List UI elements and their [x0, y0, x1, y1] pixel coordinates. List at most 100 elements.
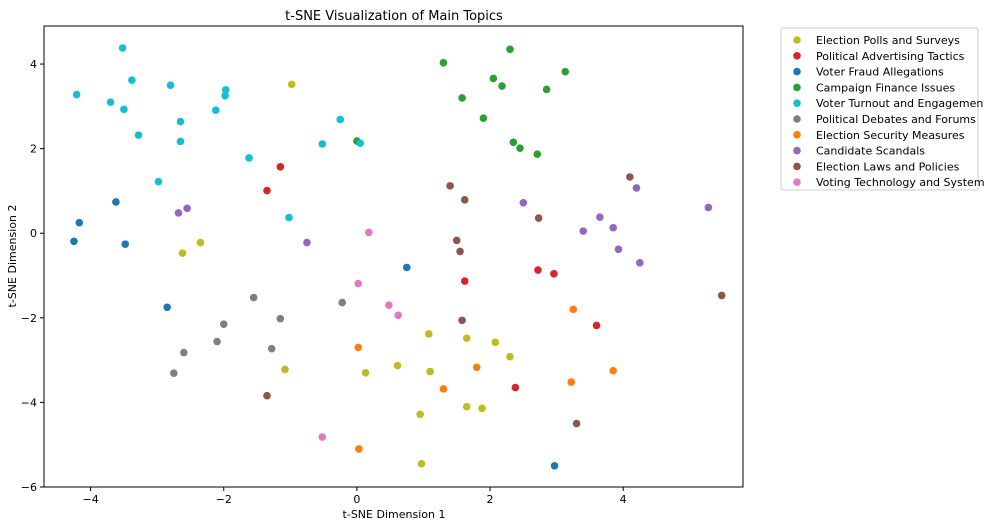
data-point: [506, 45, 514, 54]
legend-marker: [793, 146, 801, 155]
data-points: [70, 44, 726, 470]
data-point: [303, 238, 311, 247]
data-point: [572, 419, 581, 428]
data-point: [356, 139, 365, 147]
data-point: [118, 44, 127, 52]
plot-area: [43, 25, 744, 488]
data-point: [489, 74, 498, 83]
data-point: [632, 184, 641, 192]
data-point: [636, 259, 644, 267]
series-points: [72, 44, 365, 222]
data-point: [276, 314, 285, 323]
legend-label: Political Debates and Forums: [816, 113, 976, 126]
data-point: [176, 117, 185, 126]
data-point: [417, 459, 426, 468]
data-point: [393, 361, 402, 370]
data-point: [178, 249, 187, 257]
series-points: [263, 173, 726, 428]
data-point: [121, 240, 130, 249]
data-point: [338, 298, 347, 307]
y-tick-label: 0: [30, 227, 37, 240]
data-point: [717, 291, 726, 300]
legend-marker: [793, 52, 801, 60]
data-point: [174, 209, 183, 217]
data-point: [75, 218, 84, 227]
data-point: [128, 76, 136, 84]
data-point: [460, 277, 469, 285]
data-point: [354, 279, 363, 288]
data-point: [439, 58, 448, 67]
data-point: [456, 247, 464, 256]
data-point: [213, 337, 221, 346]
y-tick-label: −2: [21, 312, 37, 325]
legend-marker: [793, 99, 801, 107]
legend-marker: [793, 115, 801, 123]
legend-label: Candidate Scandals: [816, 145, 925, 158]
data-point: [569, 305, 578, 314]
data-point: [592, 321, 601, 330]
data-point: [394, 311, 402, 320]
y-axis-label: t-SNE Dimension 2: [6, 205, 19, 308]
data-point: [221, 86, 230, 94]
data-point: [72, 90, 81, 99]
data-point: [361, 369, 370, 377]
data-point: [249, 293, 258, 302]
legend-marker: [793, 178, 801, 186]
y-tick-label: −6: [21, 481, 37, 494]
data-point: [424, 330, 433, 338]
data-point: [287, 80, 296, 89]
data-point: [462, 402, 471, 411]
data-point: [596, 213, 604, 221]
y-tick-label: −4: [21, 396, 37, 409]
data-point: [533, 150, 542, 158]
x-tick-label: 4: [620, 493, 627, 506]
x-tick-label: 2: [487, 493, 494, 506]
legend-box: [780, 27, 979, 191]
data-point: [458, 316, 466, 325]
data-point: [318, 433, 327, 441]
legend-marker: [793, 162, 801, 171]
series-points: [70, 198, 559, 470]
series-points: [170, 293, 347, 378]
data-point: [561, 67, 570, 76]
data-point: [176, 137, 185, 146]
data-point: [154, 177, 163, 186]
data-point: [491, 338, 500, 347]
series-points: [178, 80, 514, 468]
data-point: [221, 91, 229, 100]
data-point: [498, 82, 506, 90]
y-tick-label: 2: [30, 143, 37, 156]
data-point: [180, 348, 188, 357]
data-point: [196, 238, 205, 247]
data-point: [263, 391, 271, 400]
data-point: [285, 213, 293, 222]
data-point: [134, 131, 143, 139]
chart-title: t-SNE Visualization of Main Topics: [285, 9, 503, 24]
data-point: [183, 204, 191, 213]
data-point: [385, 301, 393, 309]
y-tick-label: 4: [30, 58, 37, 71]
data-point: [609, 223, 617, 232]
data-point: [170, 369, 178, 378]
legend-label: Voting Technology and Systems: [816, 176, 984, 189]
legend-label: Voter Turnout and Engagement: [816, 97, 984, 110]
data-point: [365, 228, 373, 237]
series-points: [174, 184, 713, 267]
data-point: [542, 85, 551, 94]
data-point: [479, 114, 488, 122]
legend-label: Election Polls and Surveys: [816, 34, 960, 47]
series-points: [353, 45, 570, 158]
data-point: [403, 263, 411, 272]
data-point: [446, 182, 454, 190]
data-point: [626, 173, 634, 181]
legend-marker: [793, 131, 801, 139]
data-point: [704, 203, 713, 212]
legend-label: Voter Fraud Allegations: [816, 66, 944, 79]
legend-marker: [793, 83, 801, 92]
data-point: [511, 383, 520, 392]
data-point: [336, 115, 345, 124]
data-point: [567, 378, 576, 386]
legend-marker: [793, 67, 801, 76]
data-point: [355, 445, 363, 453]
x-axis-label: t-SNE Dimension 1: [343, 508, 446, 521]
